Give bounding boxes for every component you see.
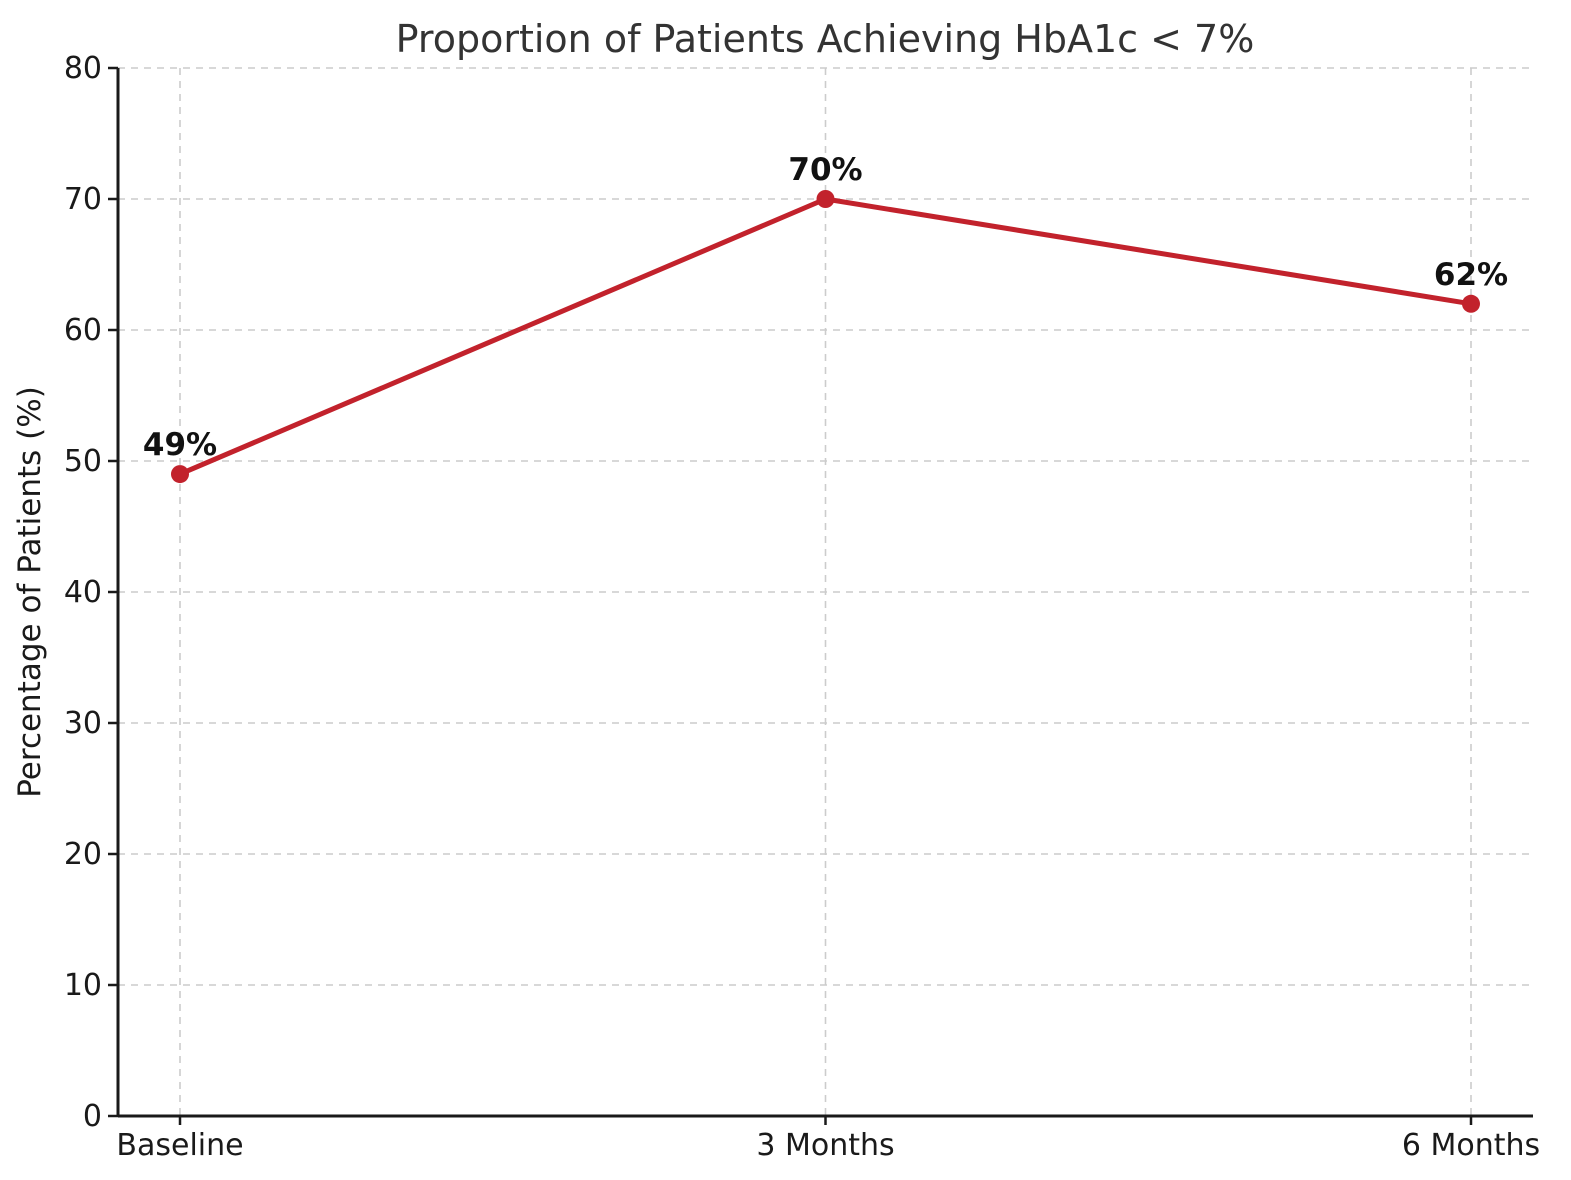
gridlines-group <box>118 67 1533 1117</box>
data-point-marker <box>816 190 835 208</box>
point-labels-group: 49% 70% 62% <box>143 152 1508 463</box>
series-group <box>171 190 1480 484</box>
y-tick-label: 60 <box>64 313 102 348</box>
data-point-label: 62% <box>1434 257 1508 293</box>
chart-title: Proportion of Patients Achieving HbA1c <… <box>396 17 1255 61</box>
y-tick-label: 80 <box>64 51 102 86</box>
y-tick-label: 10 <box>64 968 102 1003</box>
data-point-label: 70% <box>788 152 862 188</box>
y-tick-label: 50 <box>64 444 102 479</box>
x-tick-label: 6 Months <box>1402 1128 1540 1163</box>
x-tick-label: 3 Months <box>756 1128 894 1163</box>
data-point-marker <box>171 465 189 484</box>
y-tick-label: 70 <box>64 182 102 217</box>
data-point-label: 49% <box>143 427 217 463</box>
y-tick-label: 0 <box>83 1099 102 1134</box>
x-tick-label: Baseline <box>116 1128 243 1163</box>
y-axis-title: Percentage of Patients (%) <box>12 386 48 798</box>
y-tick-label: 40 <box>64 575 102 610</box>
y-tick-label: 30 <box>64 706 102 741</box>
data-point-marker <box>1462 294 1480 313</box>
y-tick-label: 20 <box>64 837 102 872</box>
axes-group: 0 10 20 30 40 50 60 70 80 Baseline 3 Months 6 Month… <box>64 51 1540 1163</box>
